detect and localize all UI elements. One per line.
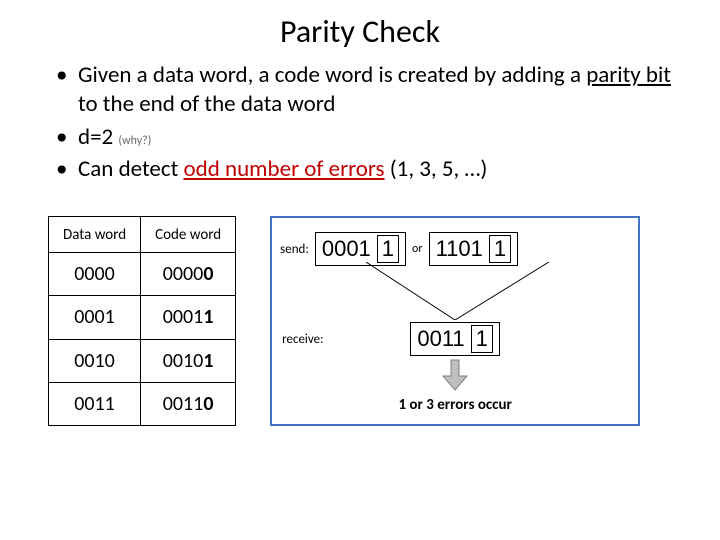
- cell-dataword: 0001: [49, 296, 141, 339]
- bullet-1-pre: Given a data word, a code word is create…: [78, 61, 586, 89]
- cell-codeword: 00011: [141, 296, 236, 339]
- send2-data: 1101: [436, 236, 483, 262]
- cell-dataword: 0010: [49, 339, 141, 382]
- bullet-list: Given a data word, a code word is create…: [0, 61, 720, 184]
- conclusion-text: 1 or 3 errors occur: [272, 396, 638, 414]
- cell-codeword: 00110: [141, 382, 236, 425]
- cell-dataword: 0000: [49, 253, 141, 296]
- arrow-down-icon: [441, 358, 469, 392]
- table-header-codeword: Code word: [141, 217, 236, 253]
- code-table: Data word Code word 0000 00000 0001 0001…: [48, 216, 236, 426]
- send1-data: 0001: [322, 236, 371, 262]
- bullet-3: Can detect odd number of errors (1, 3, 5…: [56, 155, 680, 184]
- bullet-2-text: d=2: [78, 123, 118, 151]
- bullet-3-post: (1, 3, 5, …): [385, 155, 488, 183]
- receive-codeword: 0011 1: [410, 322, 500, 356]
- codeword-prefix: 0001: [163, 305, 204, 329]
- send-codeword-2: 1101 1: [429, 232, 519, 266]
- table-row: 0010 00101: [49, 339, 236, 382]
- cell-codeword: 00000: [141, 253, 236, 296]
- error-diagram: send: 0001 1 or 1101 1 receive: 0011 1: [270, 216, 640, 426]
- codeword-prefix: 0011: [163, 392, 204, 416]
- or-label: or: [412, 242, 423, 256]
- codeword-parity: 0: [203, 262, 213, 286]
- bullet-3-underline: odd number of errors: [184, 155, 385, 183]
- receive-row: receive: 0011 1: [272, 322, 638, 356]
- send1-parity: 1: [377, 235, 399, 263]
- recv-parity: 1: [471, 325, 493, 353]
- page-title: Parity Check: [0, 0, 720, 61]
- table-header-row: Data word Code word: [49, 217, 236, 253]
- bullet-1-underline: parity bit: [586, 61, 671, 89]
- table-row: 0000 00000: [49, 253, 236, 296]
- table-header-dataword: Data word: [49, 217, 141, 253]
- bullet-2-note: (why?): [118, 134, 151, 148]
- cell-dataword: 0011: [49, 382, 141, 425]
- receive-label: receive:: [282, 332, 323, 347]
- bullet-2: d=2 (why?): [56, 123, 680, 152]
- table-row: 0011 00110: [49, 382, 236, 425]
- send-label: send:: [280, 242, 309, 257]
- table-row: 0001 00011: [49, 296, 236, 339]
- bullet-1-post: to the end of the data word: [78, 90, 336, 118]
- codeword-parity: 1: [203, 305, 213, 329]
- bullet-3-pre: Can detect: [78, 155, 184, 183]
- send-codeword-1: 0001 1: [315, 232, 406, 266]
- codeword-parity: 0: [203, 392, 213, 416]
- recv-data: 0011: [417, 326, 464, 352]
- converge-lines-icon: [272, 262, 638, 320]
- send2-parity: 1: [489, 235, 511, 263]
- codeword-parity: 1: [203, 349, 213, 373]
- codeword-prefix: 0000: [163, 262, 204, 286]
- cell-codeword: 00101: [141, 339, 236, 382]
- codeword-prefix: 0010: [163, 349, 204, 373]
- lower-section: Data word Code word 0000 00000 0001 0001…: [0, 188, 720, 426]
- bullet-1: Given a data word, a code word is create…: [56, 61, 680, 119]
- send-row: send: 0001 1 or 1101 1: [272, 232, 638, 266]
